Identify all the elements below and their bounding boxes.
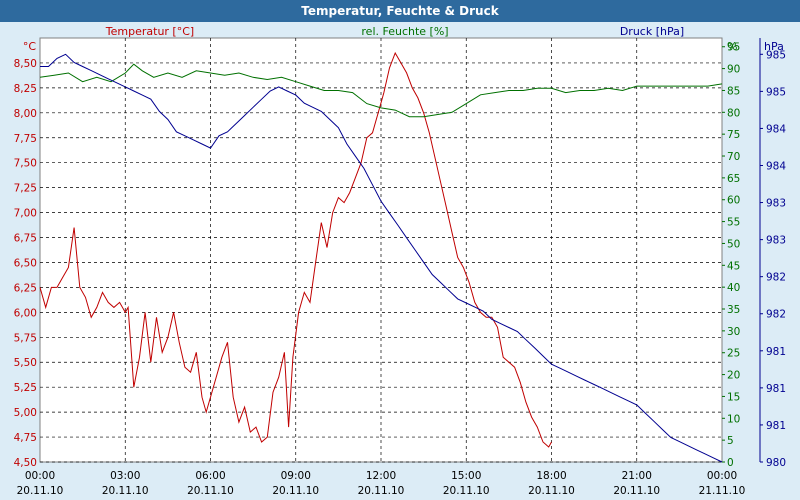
x-tick-time: 18:00 xyxy=(536,470,566,482)
humidity-tick-label: 55 xyxy=(727,217,740,229)
chart-title: Temperatur, Feuchte & Druck xyxy=(0,0,800,22)
x-tick-time: 09:00 xyxy=(281,470,311,482)
x-tick-time: 12:00 xyxy=(366,470,396,482)
humidity-axis-label: rel. Feuchte [%] xyxy=(361,25,448,38)
x-tick-time: 21:00 xyxy=(622,470,652,482)
pressure-axis-label: Druck [hPa] xyxy=(620,25,684,38)
temperature-tick-label: 6,75 xyxy=(14,233,37,245)
temperature-tick-label: 7,75 xyxy=(14,133,37,145)
humidity-tick-label: 45 xyxy=(727,260,740,272)
temperature-tick-label: 4,75 xyxy=(14,432,37,444)
grid xyxy=(40,38,763,463)
pressure-unit: hPa xyxy=(764,40,784,53)
x-tick-date: 20.11.10 xyxy=(102,485,149,497)
humidity-tick-label: 0 xyxy=(727,457,734,469)
humidity-tick-label: 35 xyxy=(727,304,740,316)
pressure-tick-label: 981 xyxy=(766,346,786,358)
humidity-tick-label: 40 xyxy=(727,282,740,294)
x-tick-time: 00:00 xyxy=(25,470,55,482)
x-tick-date: 20.11.10 xyxy=(17,485,64,497)
x-tick-date: 20.11.10 xyxy=(613,485,660,497)
humidity-tick-label: 75 xyxy=(727,129,740,141)
temperature-tick-label: 5,25 xyxy=(14,382,37,394)
temperature-series-line xyxy=(39,51,552,448)
humidity-tick-label: 60 xyxy=(727,195,740,207)
humidity-tick-label: 70 xyxy=(727,151,740,163)
humidity-tick-label: 20 xyxy=(727,370,740,382)
pressure-tick-label: 984 xyxy=(766,123,786,135)
axis-tick-labels: 4,50 4,75 5,00 5,25 5,50 5,75 6,00 6,25 6,50 6,75… xyxy=(14,42,787,469)
pressure-tick-label: 984 xyxy=(766,160,786,172)
temperature-tick-label: 7,25 xyxy=(14,183,37,195)
humidity-tick-label: 30 xyxy=(727,326,740,338)
humidity-tick-label: 80 xyxy=(727,107,740,119)
pressure-tick-label: 981 xyxy=(766,420,786,432)
pressure-series-line xyxy=(40,53,723,463)
humidity-tick-label: 85 xyxy=(727,85,740,97)
x-tick-time: 15:00 xyxy=(451,470,481,482)
pressure-tick-label: 983 xyxy=(766,198,786,210)
temperature-tick-label: 5,50 xyxy=(14,357,37,369)
humidity-tick-label: 65 xyxy=(727,173,740,185)
humidity-tick-label: 50 xyxy=(727,238,740,250)
pressure-tick-label: 980 xyxy=(766,457,786,469)
pressure-tick-label: 985 xyxy=(766,86,786,98)
humidity-tick-label: 5 xyxy=(727,435,734,447)
x-tick-date: 20.11.10 xyxy=(528,485,575,497)
pressure-tick-label: 981 xyxy=(766,383,786,395)
humidity-tick-label: 15 xyxy=(727,391,740,403)
temperature-tick-label: 8,00 xyxy=(14,108,37,120)
x-tick-time: 03:00 xyxy=(110,470,140,482)
temperature-tick-label: 8,25 xyxy=(14,83,37,95)
x-tick-date: 21.11.10 xyxy=(699,485,746,497)
temperature-tick-label: 4,50 xyxy=(14,457,37,469)
humidity-unit: % xyxy=(727,40,737,53)
temperature-unit: °C xyxy=(23,40,37,53)
x-tick-date: 20.11.10 xyxy=(272,485,319,497)
temperature-tick-label: 5,75 xyxy=(14,332,37,344)
temperature-tick-label: 6,25 xyxy=(14,282,37,294)
series-layer xyxy=(39,51,723,463)
temperature-axis-label: Temperatur [°C] xyxy=(105,25,194,38)
temperature-tick-label: 6,50 xyxy=(14,257,37,269)
x-axis-tick-labels: 00:00 20.11.10 03:00 20.11.10 06:00 20.11.10 0… xyxy=(17,470,746,497)
temperature-tick-label: 7,50 xyxy=(14,158,37,170)
pressure-tick-label: 982 xyxy=(766,272,786,284)
humidity-tick-label: 10 xyxy=(727,413,740,425)
pressure-tick-label: 985 xyxy=(766,49,786,61)
x-tick-date: 20.11.10 xyxy=(358,485,405,497)
humidity-tick-label: 90 xyxy=(727,64,740,76)
temperature-tick-label: 6,00 xyxy=(14,307,37,319)
pressure-tick-label: 983 xyxy=(766,235,786,247)
temperature-tick-label: 7,00 xyxy=(14,208,37,220)
x-tick-date: 20.11.10 xyxy=(187,485,234,497)
temperature-tick-label: 5,00 xyxy=(14,407,37,419)
pressure-tick-label: 982 xyxy=(766,309,786,321)
x-tick-time: 00:00 xyxy=(707,470,737,482)
humidity-tick-label: 95 xyxy=(727,42,740,54)
x-tick-time: 06:00 xyxy=(195,470,225,482)
temperature-tick-label: 8,50 xyxy=(14,58,37,70)
x-tick-date: 20.11.10 xyxy=(443,485,490,497)
humidity-series-line xyxy=(39,63,723,118)
humidity-tick-label: 25 xyxy=(727,348,740,360)
